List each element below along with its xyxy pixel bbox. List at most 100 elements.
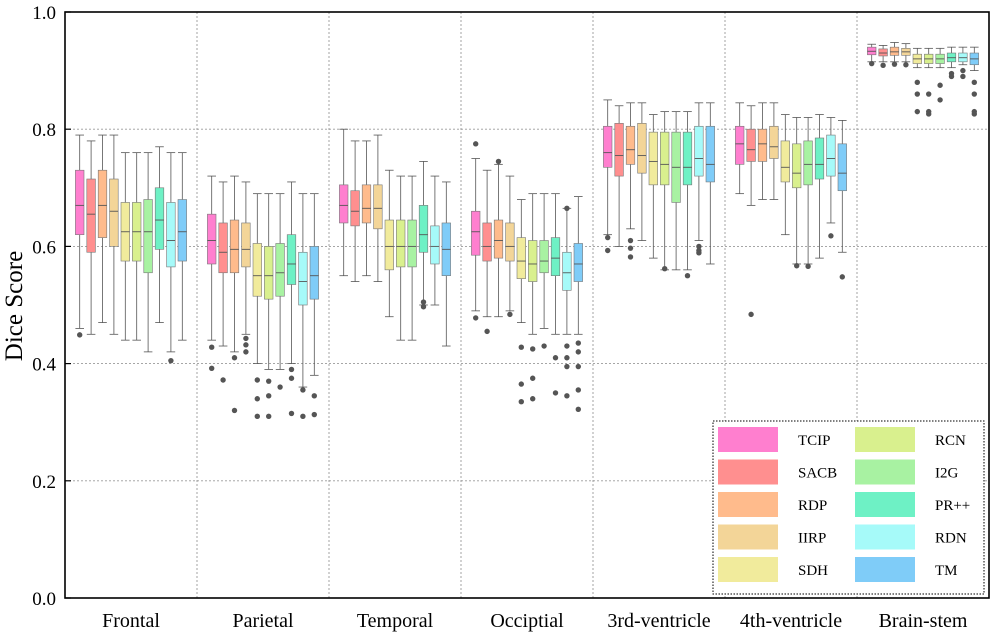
box-RCN-Frontal — [132, 152, 142, 341]
box-iqr — [889, 46, 900, 56]
box-TCIP-Temporal — [339, 128, 349, 277]
legend-swatch — [855, 427, 915, 452]
box-RDP-Occiptial — [493, 158, 504, 318]
y-tick-label-4: 0.8 — [32, 120, 56, 141]
box-RDN-3rd-ventricle — [694, 102, 704, 256]
box-SACB-3rd-ventricle — [614, 105, 624, 247]
legend-label: SACB — [798, 466, 837, 482]
box-TCIP-4th-ventricle — [735, 102, 745, 195]
outlier-point — [948, 73, 955, 80]
box-iqr — [275, 243, 285, 297]
box-iqr — [837, 143, 847, 192]
box-RDP-Parietal — [229, 175, 240, 414]
box-SDH-Temporal — [384, 169, 394, 318]
legend-swatch — [855, 524, 915, 550]
outlier-point — [311, 393, 317, 399]
box-iqr — [735, 125, 745, 165]
box-iqr — [396, 219, 406, 268]
box-PR++-Brain-stem — [946, 46, 957, 80]
box-TM-3rd-ventricle — [705, 102, 715, 265]
outlier-point — [960, 67, 966, 74]
box-PR++-4th-ventricle — [814, 114, 825, 259]
box-iqr — [780, 140, 790, 183]
box-iqr — [769, 125, 779, 159]
box-SACB-Occiptial — [482, 169, 492, 335]
box-iqr — [373, 184, 383, 230]
box-PR++-3rd-ventricle — [682, 111, 693, 279]
outlier-point — [828, 233, 834, 239]
box-iqr — [878, 48, 888, 57]
outlier-point — [254, 413, 260, 420]
y-tick-label-2: 0.4 — [32, 355, 56, 376]
legend-entry-TCIP: TCIP — [718, 427, 831, 452]
box-iqr — [792, 143, 802, 189]
box-iqr — [97, 169, 108, 238]
outlier-point — [575, 349, 581, 355]
y-tick-label-3: 0.6 — [32, 237, 56, 258]
box-RCN-Occiptial — [528, 193, 538, 402]
box-SDH-Occiptial — [516, 199, 526, 405]
box-RCN-Temporal — [396, 175, 406, 341]
box-SDH-Frontal — [120, 152, 130, 341]
box-TM-4th-ventricle — [837, 120, 847, 280]
box-iqr — [264, 246, 274, 300]
box-I2G-Temporal — [407, 175, 417, 341]
box-iqr — [298, 251, 308, 306]
y-tick-label-5: 1.0 — [32, 3, 56, 24]
outlier-point — [168, 357, 174, 364]
legend-swatch — [855, 492, 915, 517]
box-iqr — [757, 128, 768, 162]
box-RDN-Temporal — [430, 175, 440, 306]
box-iqr — [682, 131, 693, 186]
box-iqr — [550, 237, 561, 277]
legend: TCIP SACB RDP IIRP SDH RCN I2G PR++ RDN TM — [712, 420, 985, 595]
outlier-point — [564, 205, 570, 212]
outlier-point — [209, 344, 215, 350]
outlier-point — [627, 254, 634, 260]
box-PR++-Parietal — [286, 181, 297, 417]
outlier-point — [914, 91, 920, 97]
box-iqr — [207, 213, 217, 265]
legend-swatch — [718, 459, 778, 485]
outlier-point — [266, 413, 272, 420]
box-RDN-Brain-stem — [958, 46, 968, 80]
box-iqr — [286, 234, 297, 285]
outlier-point — [696, 250, 702, 256]
outlier-point — [288, 375, 295, 381]
box-RDN-4th-ventricle — [826, 117, 836, 239]
legend-label: SDH — [798, 563, 828, 579]
outlier-point — [530, 396, 536, 402]
outlier-point — [564, 343, 570, 349]
outlier-point — [552, 355, 559, 361]
box-SACB-Frontal — [86, 140, 96, 335]
outlier-point — [869, 60, 875, 67]
outlier-point — [605, 234, 611, 241]
x-tick-label-6: Brain-stem — [879, 610, 968, 632]
box-iqr — [86, 178, 96, 253]
legend-swatch — [718, 557, 778, 582]
outlier-point — [564, 355, 570, 361]
outlier-point — [575, 340, 581, 346]
box-iqr — [516, 237, 526, 279]
outlier-point — [311, 411, 317, 418]
legend-swatch — [718, 427, 778, 452]
y-axis-label: Dice Score — [1, 251, 28, 361]
x-tick-label-5: 4th-ventricle — [740, 610, 842, 632]
legend-swatch — [718, 524, 778, 550]
box-iqr — [660, 131, 670, 186]
box-iqr — [562, 251, 572, 291]
legend-swatch — [855, 459, 915, 485]
outlier-point — [254, 396, 260, 402]
box-iqr — [177, 199, 187, 262]
x-axis: Frontal Parietal Temporal Occiptial 3rd-vent… — [102, 610, 968, 632]
outlier-point — [627, 245, 634, 251]
x-tick-label-4: 3rd-ventricle — [607, 610, 710, 632]
box-SDH-4th-ventricle — [780, 114, 790, 236]
box-IIRP-Frontal — [109, 134, 119, 335]
box-PR++-Occiptial — [550, 193, 561, 396]
outlier-point — [530, 346, 536, 352]
box-TM-Occiptial — [573, 196, 583, 413]
box-RDN-Occiptial — [562, 205, 572, 399]
outlier-point — [575, 387, 581, 393]
x-tick-label-0: Frontal — [102, 610, 160, 632]
